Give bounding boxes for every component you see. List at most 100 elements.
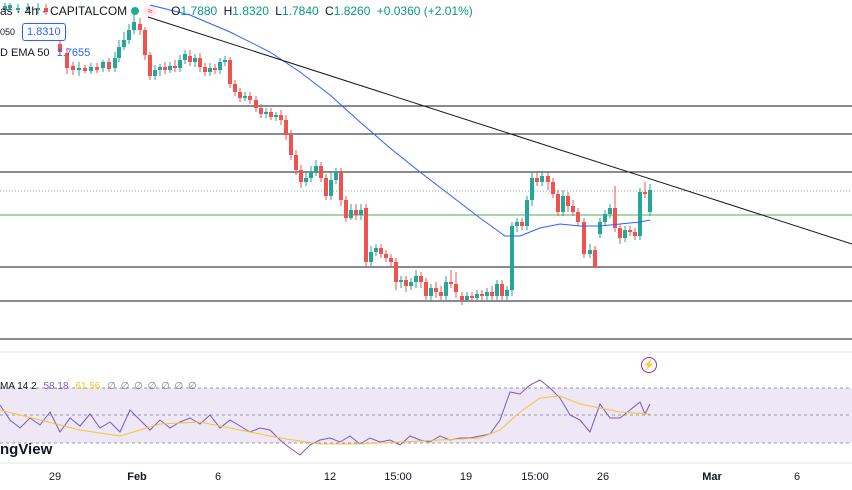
candle-body bbox=[460, 296, 464, 300]
candle-body bbox=[71, 66, 75, 70]
candlestick bbox=[148, 52, 152, 80]
interval-label[interactable]: 4h bbox=[24, 4, 39, 18]
candlestick bbox=[434, 282, 438, 298]
candle-body bbox=[613, 208, 617, 228]
candlestick bbox=[3, 3, 7, 12]
time-axis-label: 15:00 bbox=[384, 471, 412, 483]
rsi-ma-value: 61.56 bbox=[75, 381, 101, 392]
candle-body bbox=[643, 192, 647, 194]
candlestick bbox=[515, 218, 519, 232]
candle-body bbox=[168, 66, 172, 70]
candle-body bbox=[188, 56, 192, 62]
candlestick bbox=[138, 18, 142, 35]
candlestick bbox=[254, 96, 258, 112]
candle-body bbox=[324, 178, 328, 196]
candlestick bbox=[379, 244, 383, 258]
candlestick bbox=[193, 54, 197, 67]
candle-body bbox=[127, 30, 131, 40]
candlestick bbox=[439, 286, 443, 300]
candlestick bbox=[143, 27, 147, 60]
candlestick bbox=[44, 4, 48, 15]
lightning-icon[interactable]: ⚡ bbox=[641, 357, 657, 373]
candlestick bbox=[354, 204, 358, 220]
candle-body bbox=[122, 40, 126, 47]
rsi-legend[interactable]: MA 14 2 58.18 61.56 ∅ ∅ ∅ ∅ ∅ ∅ ∅ bbox=[0, 381, 198, 392]
candle-body bbox=[248, 96, 252, 100]
candlestick bbox=[16, 4, 20, 13]
time-axis-label: 12 bbox=[323, 471, 337, 483]
candle-body bbox=[384, 254, 388, 258]
candle-body bbox=[153, 70, 157, 76]
candlestick bbox=[168, 62, 172, 73]
brand-logo[interactable]: ngView bbox=[0, 441, 53, 458]
candle-body bbox=[454, 284, 458, 292]
candle-body bbox=[465, 296, 469, 300]
candlestick bbox=[188, 50, 192, 66]
candlestick bbox=[633, 228, 637, 240]
candlestick bbox=[289, 130, 293, 160]
candle-body bbox=[208, 68, 212, 72]
volume-tag: 050 bbox=[0, 27, 16, 37]
ema-label: D EMA 50 bbox=[0, 47, 50, 59]
ema-legend[interactable]: D EMA 50 1.7655 bbox=[0, 47, 90, 59]
candle-body bbox=[178, 60, 182, 68]
rsi-label: MA 14 2 bbox=[0, 381, 37, 392]
candle-body bbox=[58, 44, 62, 52]
candlestick bbox=[551, 178, 555, 198]
candlestick bbox=[284, 115, 288, 140]
candlestick bbox=[623, 226, 627, 242]
candle-body bbox=[546, 176, 550, 182]
price-tag[interactable]: 1.8310 bbox=[22, 23, 66, 41]
candle-body bbox=[540, 176, 544, 182]
time-axis-label: 19 bbox=[459, 471, 473, 483]
candlestick bbox=[394, 258, 398, 290]
candle-body bbox=[228, 60, 232, 84]
candlestick bbox=[213, 64, 217, 74]
candle-body bbox=[339, 172, 343, 200]
candlestick bbox=[309, 166, 313, 182]
candlestick bbox=[158, 64, 162, 76]
candle-body bbox=[525, 200, 529, 226]
candlestick bbox=[223, 56, 227, 66]
candle-body bbox=[3, 6, 7, 10]
candle-body bbox=[571, 206, 575, 212]
candlestick bbox=[603, 210, 607, 226]
candle-body bbox=[223, 60, 227, 62]
candlestick bbox=[510, 222, 514, 296]
candlestick bbox=[324, 174, 328, 200]
candle-body bbox=[495, 284, 499, 296]
candlestick bbox=[480, 290, 484, 300]
candlestick bbox=[264, 108, 268, 118]
candlestick bbox=[576, 208, 580, 226]
candle-body bbox=[582, 222, 586, 254]
candle-body bbox=[198, 58, 202, 67]
ema-50-line bbox=[149, 4, 651, 237]
candlestick bbox=[65, 48, 69, 74]
time-axis-label: 6 bbox=[793, 471, 801, 483]
candle-body bbox=[289, 135, 293, 155]
candlestick bbox=[465, 292, 469, 302]
candlestick bbox=[556, 190, 560, 216]
candle-body bbox=[269, 112, 273, 117]
candle-body bbox=[213, 68, 217, 70]
candle-body bbox=[113, 58, 117, 68]
candle-body bbox=[349, 210, 353, 218]
candle-body bbox=[424, 282, 428, 296]
candlestick bbox=[449, 270, 453, 288]
candle-body bbox=[117, 47, 121, 58]
market-status-icon bbox=[131, 7, 140, 15]
candlestick bbox=[424, 278, 428, 300]
candle-body bbox=[319, 166, 323, 178]
candle-body bbox=[294, 155, 298, 170]
candlestick bbox=[319, 162, 323, 182]
candle-body bbox=[344, 200, 348, 218]
candlestick bbox=[628, 226, 632, 236]
candlestick bbox=[259, 104, 263, 118]
candlestick bbox=[460, 292, 464, 305]
symbol-name[interactable]: as bbox=[0, 4, 13, 18]
candle-body bbox=[374, 248, 378, 252]
candle-body bbox=[218, 62, 222, 70]
candle-body bbox=[439, 292, 443, 296]
